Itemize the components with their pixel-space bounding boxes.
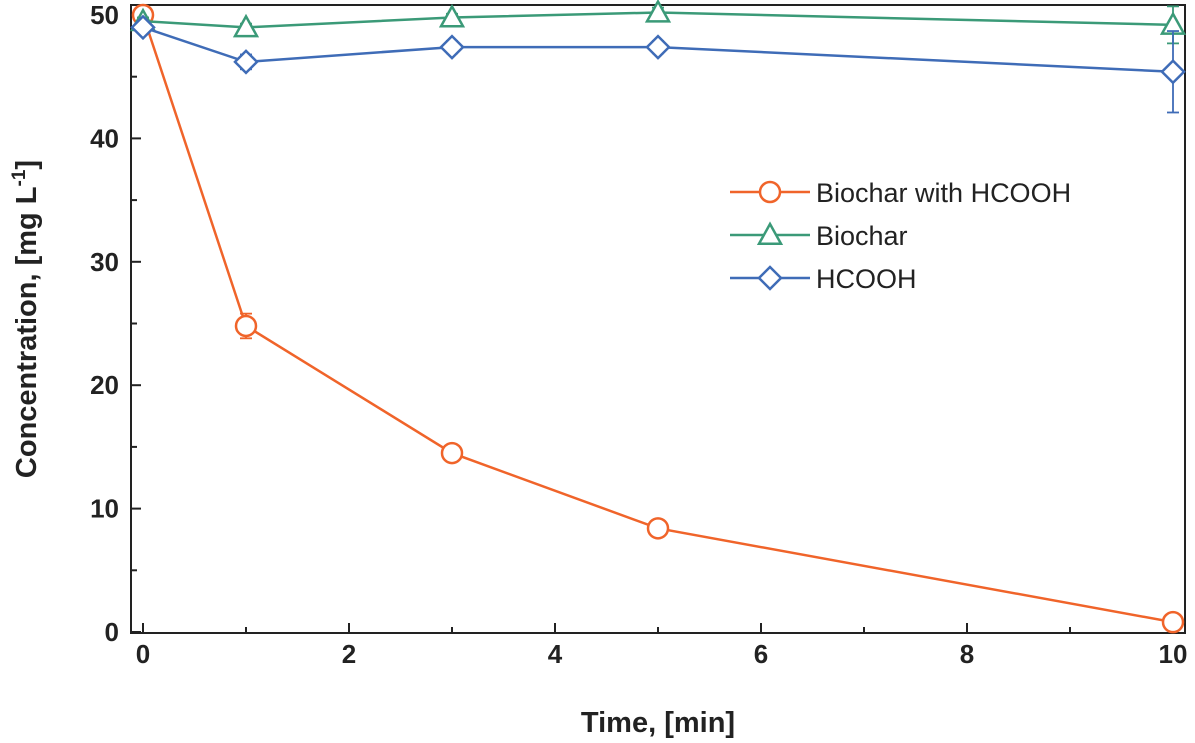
x-axis: 0 2 4 6 8 10 bbox=[136, 623, 1188, 669]
data-point-biochar-with-hcooh bbox=[1161, 610, 1185, 634]
data-point-biochar bbox=[438, 3, 466, 28]
y-axis: 0 10 20 30 40 50 bbox=[90, 0, 141, 647]
legend-label: Biochar with HCOOH bbox=[816, 178, 1071, 208]
data-point-biochar bbox=[644, 0, 672, 23]
legend-item-biochar-with-hcooh: Biochar with HCOOH bbox=[730, 178, 1071, 208]
x-tick-label: 0 bbox=[136, 639, 150, 669]
y-axis-title-superscript: -1 bbox=[9, 169, 30, 186]
y-tick-label: 0 bbox=[105, 617, 119, 647]
data-point-hcooh bbox=[645, 34, 671, 60]
legend-label: Biochar bbox=[816, 221, 908, 251]
data-point-biochar-with-hcooh bbox=[646, 517, 670, 540]
data-point-biochar bbox=[232, 13, 260, 38]
x-tick-label: 4 bbox=[548, 639, 563, 669]
y-tick-label: 50 bbox=[90, 0, 119, 30]
series-biochar-with-hcooh bbox=[131, 3, 1185, 634]
legend-label: HCOOH bbox=[816, 264, 917, 294]
legend-swatch-marker bbox=[757, 265, 783, 291]
legend: Biochar with HCOOH Biochar HCOOH bbox=[730, 178, 1071, 294]
legend-swatch-marker bbox=[756, 221, 784, 246]
x-tick-label: 6 bbox=[754, 639, 768, 669]
y-tick-label: 40 bbox=[90, 123, 119, 153]
y-axis-title-suffix: ] bbox=[11, 160, 43, 170]
x-axis-title: Time, [min] bbox=[581, 707, 735, 739]
legend-item-hcooh: HCOOH bbox=[730, 264, 917, 294]
y-tick-label: 30 bbox=[90, 247, 119, 277]
data-point-hcooh bbox=[233, 49, 259, 75]
x-tick-label: 2 bbox=[342, 639, 356, 669]
data-point-biochar-with-hcooh bbox=[234, 314, 258, 338]
legend-item-biochar: Biochar bbox=[730, 221, 908, 251]
y-axis-title: Concentration, [mg L-1] bbox=[9, 160, 43, 478]
data-point-hcooh bbox=[130, 14, 156, 41]
y-axis-title-main: Concentration, [mg L bbox=[11, 186, 43, 478]
x-tick-label: 8 bbox=[960, 639, 974, 669]
y-tick-label: 20 bbox=[90, 370, 119, 400]
data-point-hcooh bbox=[1160, 58, 1186, 85]
legend-swatch-marker bbox=[758, 180, 782, 204]
series-layer bbox=[129, 0, 1187, 634]
x-tick-label: 10 bbox=[1159, 639, 1188, 669]
y-tick-label: 10 bbox=[90, 494, 119, 524]
data-point-hcooh bbox=[439, 34, 465, 60]
series-hcooh bbox=[130, 14, 1186, 114]
data-point-biochar-with-hcooh bbox=[440, 441, 464, 465]
